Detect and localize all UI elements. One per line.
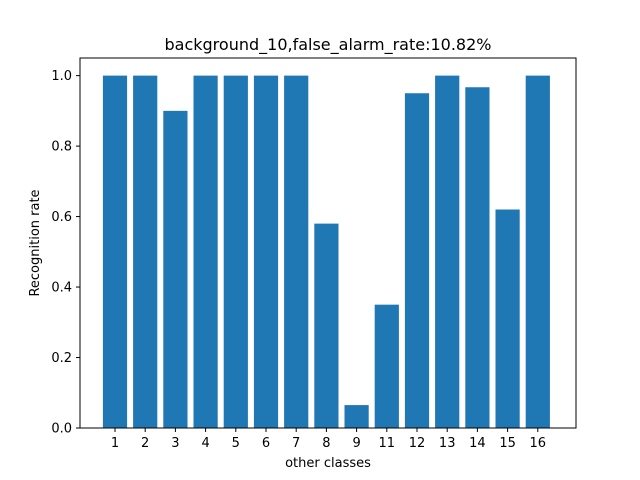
bar-7	[284, 75, 309, 429]
bar-4	[193, 75, 218, 429]
x-tick-label: 14	[469, 436, 486, 451]
y-axis-label: Recognition rate	[28, 189, 43, 296]
x-tick-label: 9	[352, 436, 360, 451]
bar-2	[133, 75, 158, 429]
bar-5	[223, 75, 248, 429]
x-tick-label: 11	[379, 436, 396, 451]
x-tick-label: 1	[111, 436, 119, 451]
bar-15	[495, 209, 520, 428]
y-tick-label: 0.4	[51, 281, 72, 296]
x-axis-ticks: 1 2 3 4 5 6 7 8 9 11 12 13 14 15 16	[111, 428, 546, 451]
y-tick-label: 1.0	[51, 69, 72, 84]
chart-title: background_10,false_alarm_rate:10.82%	[165, 35, 492, 55]
x-tick-label: 2	[141, 436, 149, 451]
y-tick-label: 0.8	[51, 140, 72, 155]
bar-9	[344, 405, 369, 428]
y-tick-label: 0.0	[51, 422, 72, 437]
bar-12	[404, 93, 430, 429]
x-tick-label: 4	[201, 436, 209, 451]
bar-6	[253, 75, 279, 429]
bars-group	[102, 75, 550, 429]
bar-8	[314, 223, 339, 428]
x-tick-label: 15	[499, 436, 516, 451]
x-tick-label: 13	[439, 436, 456, 451]
bar-1	[102, 75, 128, 429]
x-tick-label: 12	[409, 436, 426, 451]
y-tick-label: 0.6	[51, 210, 72, 225]
x-axis-label: other classes	[285, 456, 371, 471]
bar-16	[525, 75, 550, 429]
x-tick-label: 7	[292, 436, 300, 451]
bar-14	[465, 87, 490, 428]
bar-3	[163, 110, 188, 429]
bar-13	[435, 75, 460, 429]
x-tick-label: 3	[171, 436, 179, 451]
y-tick-label: 0.2	[51, 351, 72, 366]
x-tick-label: 16	[530, 436, 547, 451]
x-tick-label: 6	[262, 436, 270, 451]
x-tick-label: 8	[322, 436, 330, 451]
plot-frame	[79, 57, 577, 429]
x-tick-label: 5	[232, 436, 240, 451]
y-axis-ticks: 0.0 0.2 0.4 0.6 0.8 1.0	[51, 69, 80, 437]
bar-11	[374, 304, 399, 428]
